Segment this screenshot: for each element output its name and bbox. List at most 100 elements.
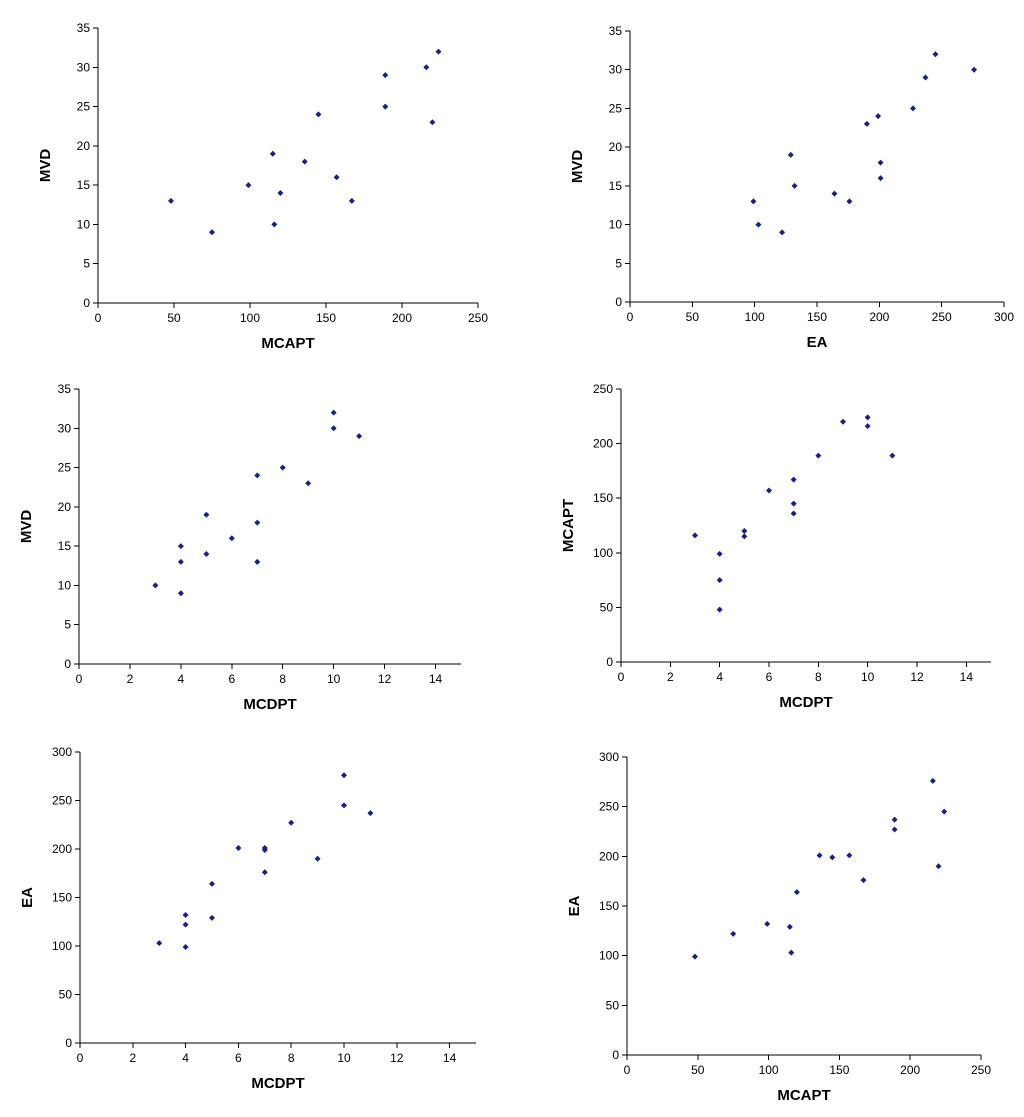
data-point	[423, 64, 430, 71]
y-tick-label: 100	[599, 949, 619, 963]
data-point	[203, 511, 210, 518]
data-point	[348, 197, 355, 204]
data-point	[840, 418, 846, 425]
data-point	[245, 182, 252, 189]
y-tick-label: 300	[599, 750, 619, 764]
y-tick-label: 30	[77, 60, 91, 74]
x-tick-label: 10	[337, 1051, 351, 1065]
x-axis-title: MCDPT	[243, 696, 296, 713]
x-tick-label: 6	[228, 672, 235, 686]
x-tick-label: 0	[95, 311, 102, 325]
data-point	[228, 535, 235, 542]
data-point	[791, 182, 798, 189]
y-tick-label: 10	[58, 578, 72, 592]
x-tick-label: 4	[716, 670, 723, 684]
data-point	[788, 949, 795, 956]
x-tick-label: 12	[910, 670, 924, 684]
data-point	[382, 103, 389, 110]
x-tick-label: 4	[182, 1051, 189, 1065]
x-tick-label: 150	[316, 311, 336, 325]
data-point	[816, 852, 823, 859]
y-tick-label: 100	[52, 939, 72, 953]
data-point	[367, 810, 374, 817]
x-axis-title: MCAPT	[261, 335, 314, 352]
x-tick-label: 150	[807, 310, 827, 324]
y-tick-label: 0	[615, 295, 622, 309]
y-tick-label: 150	[593, 491, 613, 505]
data-point	[177, 558, 184, 565]
y-tick-label: 5	[615, 256, 622, 270]
x-tick-label: 250	[971, 1063, 991, 1077]
data-point	[279, 464, 286, 471]
data-point	[755, 221, 762, 228]
y-tick-label: 50	[59, 988, 73, 1002]
data-point	[766, 487, 772, 494]
y-tick-label: 20	[58, 500, 72, 514]
data-point	[815, 452, 822, 459]
data-point	[764, 920, 771, 927]
data-point	[716, 606, 723, 613]
x-tick-label: 150	[829, 1063, 849, 1077]
x-tick-label: 0	[76, 672, 83, 686]
data-point	[429, 119, 436, 126]
data-point	[716, 550, 723, 557]
x-tick-label: 8	[815, 670, 822, 684]
data-point	[941, 808, 948, 815]
y-tick-label: 5	[64, 618, 71, 632]
data-point	[790, 510, 797, 517]
x-tick-label: 50	[686, 310, 700, 324]
x-tick-label: 12	[378, 672, 392, 686]
y-axis-title: EA	[19, 887, 36, 908]
x-tick-label: 6	[235, 1051, 242, 1065]
data-point	[741, 527, 748, 534]
y-tick-label: 200	[599, 849, 619, 863]
data-point	[330, 409, 337, 416]
data-point	[261, 845, 268, 852]
x-tick-label: 200	[392, 311, 412, 325]
data-point	[875, 113, 882, 120]
data-point	[177, 590, 184, 597]
data-point	[786, 923, 793, 930]
x-tick-label: 2	[129, 1051, 136, 1065]
scatter-chart-4: 0 50 100 150 200 250 0 2 4 6 8 10 12 14 MCDPT MCAPT	[560, 382, 991, 711]
data-point	[167, 197, 174, 204]
x-tick-label: 0	[77, 1051, 84, 1065]
data-point	[877, 175, 884, 182]
x-tick-label: 0	[624, 1063, 631, 1077]
y-tick-label: 100	[593, 546, 613, 560]
y-tick-label: 25	[58, 461, 72, 475]
data-point	[877, 159, 884, 166]
scatter-chart-1: 0 5 10 15 20 25 30 35 0 50 100 150 200 250 MCAPT MVD	[37, 21, 488, 352]
data-point	[891, 826, 898, 833]
x-tick-label: 14	[429, 672, 443, 686]
y-tick-label: 10	[609, 218, 623, 232]
x-tick-label: 100	[759, 1063, 779, 1077]
data-point	[341, 772, 347, 779]
y-tick-label: 0	[64, 657, 71, 671]
data-point	[314, 855, 321, 862]
data-point	[750, 198, 757, 205]
y-tick-label: 35	[77, 21, 91, 35]
scatter-chart-5: 0 50 100 150 200 250 300 0 2 4 6 8 10 12 14 MCDPT EA	[19, 745, 476, 1092]
data-point	[152, 582, 159, 589]
data-point	[341, 802, 347, 809]
y-tick-label: 0	[606, 655, 613, 669]
data-point	[182, 921, 189, 928]
data-point	[235, 845, 242, 852]
y-tick-label: 200	[593, 437, 613, 451]
x-tick-label: 12	[390, 1051, 404, 1065]
x-tick-label: 10	[327, 672, 341, 686]
scatter-chart-2: 0 5 10 15 20 25 30 35 0 50 100 150 200 250 300 EA MVD	[569, 24, 1014, 351]
data-point	[846, 852, 853, 859]
data-point	[277, 190, 284, 196]
data-point	[182, 943, 189, 950]
y-tick-label: 15	[77, 178, 91, 192]
x-tick-label: 300	[994, 310, 1014, 324]
x-tick-label: 6	[766, 670, 773, 684]
y-tick-label: 15	[609, 179, 623, 193]
y-axis-title: MVD	[37, 149, 54, 183]
data-point	[716, 577, 723, 584]
data-point	[922, 74, 929, 81]
data-point	[203, 551, 210, 557]
